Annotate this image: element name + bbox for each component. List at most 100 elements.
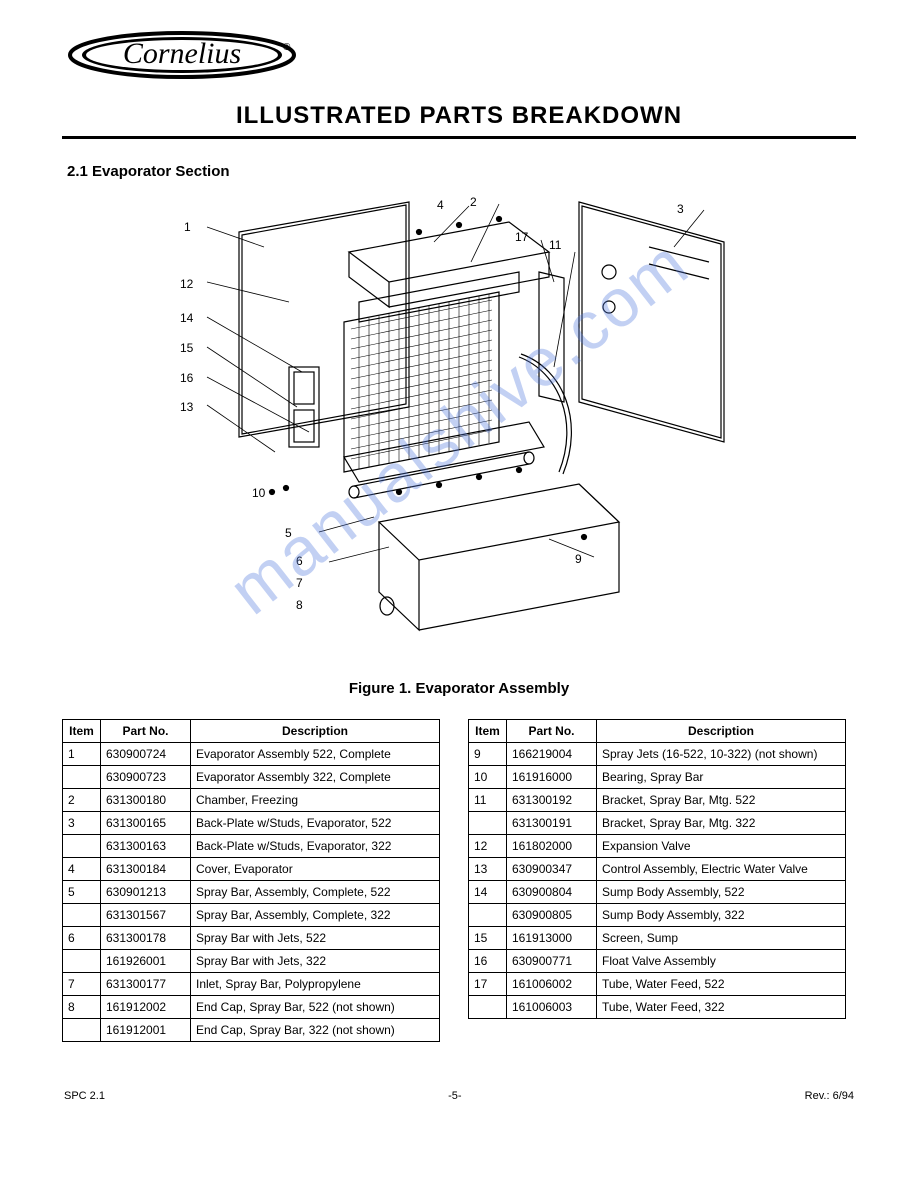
col-item: Item (469, 720, 507, 743)
table-row: 3631300165Back-Plate w/Studs, Evaporator… (63, 812, 440, 835)
table-cell: Control Assembly, Electric Water Valve (597, 858, 846, 881)
table-cell: 631300191 (507, 812, 597, 835)
table-cell: Bearing, Spray Bar (597, 766, 846, 789)
table-cell: 161802000 (507, 835, 597, 858)
table-cell: 630900804 (507, 881, 597, 904)
table-cell: Float Valve Assembly (597, 950, 846, 973)
table-row: 161912001End Cap, Spray Bar, 322 (not sh… (63, 1019, 440, 1042)
table-cell: Evaporator Assembly 522, Complete (191, 743, 440, 766)
callout-9: 9 (575, 552, 582, 566)
callout-13: 13 (180, 400, 193, 414)
table-cell: Screen, Sump (597, 927, 846, 950)
table-cell: 6 (63, 927, 101, 950)
table-cell: 13 (469, 858, 507, 881)
brand-logo: Cornelius ® (67, 30, 856, 88)
table-cell: Expansion Valve (597, 835, 846, 858)
table-row: 14630900804Sump Body Assembly, 522 (469, 881, 846, 904)
table-cell: 630900724 (101, 743, 191, 766)
table-cell: 630900805 (507, 904, 597, 927)
table-cell (63, 950, 101, 973)
table-cell: End Cap, Spray Bar, 522 (not shown) (191, 996, 440, 1019)
table-row: 8161912002End Cap, Spray Bar, 522 (not s… (63, 996, 440, 1019)
table-cell: 631300180 (101, 789, 191, 812)
table-cell: 630900771 (507, 950, 597, 973)
table-cell: 15 (469, 927, 507, 950)
table-row: 4631300184Cover, Evaporator (63, 858, 440, 881)
table-cell: Evaporator Assembly 322, Complete (191, 766, 440, 789)
table-cell: 10 (469, 766, 507, 789)
col-desc: Description (597, 720, 846, 743)
table-cell (63, 766, 101, 789)
table-row: 17161006002Tube, Water Feed, 522 (469, 973, 846, 996)
table-row: 7631300177Inlet, Spray Bar, Polypropylen… (63, 973, 440, 996)
figure-title: 2.1 Evaporator Section (67, 163, 856, 180)
table-cell: End Cap, Spray Bar, 322 (not shown) (191, 1019, 440, 1042)
table-row: 631301567Spray Bar, Assembly, Complete, … (63, 904, 440, 927)
table-cell: 11 (469, 789, 507, 812)
table-row: 631300191Bracket, Spray Bar, Mtg. 322 (469, 812, 846, 835)
callout-11: 11 (549, 238, 561, 252)
table-row: 1630900724Evaporator Assembly 522, Compl… (63, 743, 440, 766)
callout-4: 4 (437, 198, 444, 212)
table-row: 12161802000Expansion Valve (469, 835, 846, 858)
table-row: 630900805Sump Body Assembly, 322 (469, 904, 846, 927)
table-row: 16630900771Float Valve Assembly (469, 950, 846, 973)
table-row: 6631300178Spray Bar with Jets, 522 (63, 927, 440, 950)
callout-14: 14 (180, 311, 193, 325)
footer-left: SPC 2.1 (64, 1090, 105, 1102)
table-cell: 161913000 (507, 927, 597, 950)
table-row: 161006003Tube, Water Feed, 322 (469, 996, 846, 1019)
col-partno: Part No. (507, 720, 597, 743)
table-cell: Tube, Water Feed, 322 (597, 996, 846, 1019)
table-cell: Cover, Evaporator (191, 858, 440, 881)
table-cell: Spray Bar, Assembly, Complete, 322 (191, 904, 440, 927)
table-cell: 631300192 (507, 789, 597, 812)
table-cell: Back-Plate w/Studs, Evaporator, 322 (191, 835, 440, 858)
table-cell (469, 812, 507, 835)
table-cell: Sump Body Assembly, 522 (597, 881, 846, 904)
table-cell: 161006002 (507, 973, 597, 996)
footer-right: Rev.: 6/94 (805, 1090, 854, 1102)
table-cell (63, 904, 101, 927)
table-cell: 631300177 (101, 973, 191, 996)
col-desc: Description (191, 720, 440, 743)
table-cell (469, 996, 507, 1019)
table-cell: 8 (63, 996, 101, 1019)
exploded-diagram: 1 4 2 17 11 3 12 14 15 16 13 10 5 6 7 8 … (62, 192, 856, 662)
section-title: ILLUSTRATED PARTS BREAKDOWN (62, 102, 856, 130)
table-cell: 161006003 (507, 996, 597, 1019)
table-row: 11631300192Bracket, Spray Bar, Mtg. 522 (469, 789, 846, 812)
parts-table-right: Item Part No. Description 9166219004Spra… (468, 719, 846, 1019)
table-cell: 14 (469, 881, 507, 904)
table-cell (63, 835, 101, 858)
table-cell: 631301567 (101, 904, 191, 927)
callout-1: 1 (184, 220, 191, 234)
parts-table-left: Item Part No. Description 1630900724Evap… (62, 719, 440, 1042)
table-cell: Spray Bar, Assembly, Complete, 522 (191, 881, 440, 904)
callout-12: 12 (180, 277, 193, 291)
table-cell: Inlet, Spray Bar, Polypropylene (191, 973, 440, 996)
table-cell: Spray Bar with Jets, 322 (191, 950, 440, 973)
callout-8: 8 (296, 598, 303, 612)
callout-6: 6 (296, 554, 303, 568)
table-row: 13630900347Control Assembly, Electric Wa… (469, 858, 846, 881)
table-cell: 161912001 (101, 1019, 191, 1042)
table-cell (63, 1019, 101, 1042)
table-cell: 166219004 (507, 743, 597, 766)
table-cell: Spray Jets (16-522, 10-322) (not shown) (597, 743, 846, 766)
svg-text:Cornelius: Cornelius (123, 37, 241, 70)
table-cell: 17 (469, 973, 507, 996)
table-cell: 630900723 (101, 766, 191, 789)
callout-5: 5 (285, 526, 292, 540)
callout-17: 17 (515, 230, 528, 244)
callout-7: 7 (296, 576, 303, 590)
table-cell: Spray Bar with Jets, 522 (191, 927, 440, 950)
figure-caption: Figure 1. Evaporator Assembly (62, 680, 856, 697)
table-cell: 631300184 (101, 858, 191, 881)
callout-2: 2 (470, 195, 477, 209)
table-cell: 161916000 (507, 766, 597, 789)
table-cell: Bracket, Spray Bar, Mtg. 322 (597, 812, 846, 835)
col-partno: Part No. (101, 720, 191, 743)
svg-text:®: ® (283, 42, 291, 53)
table-cell: 4 (63, 858, 101, 881)
